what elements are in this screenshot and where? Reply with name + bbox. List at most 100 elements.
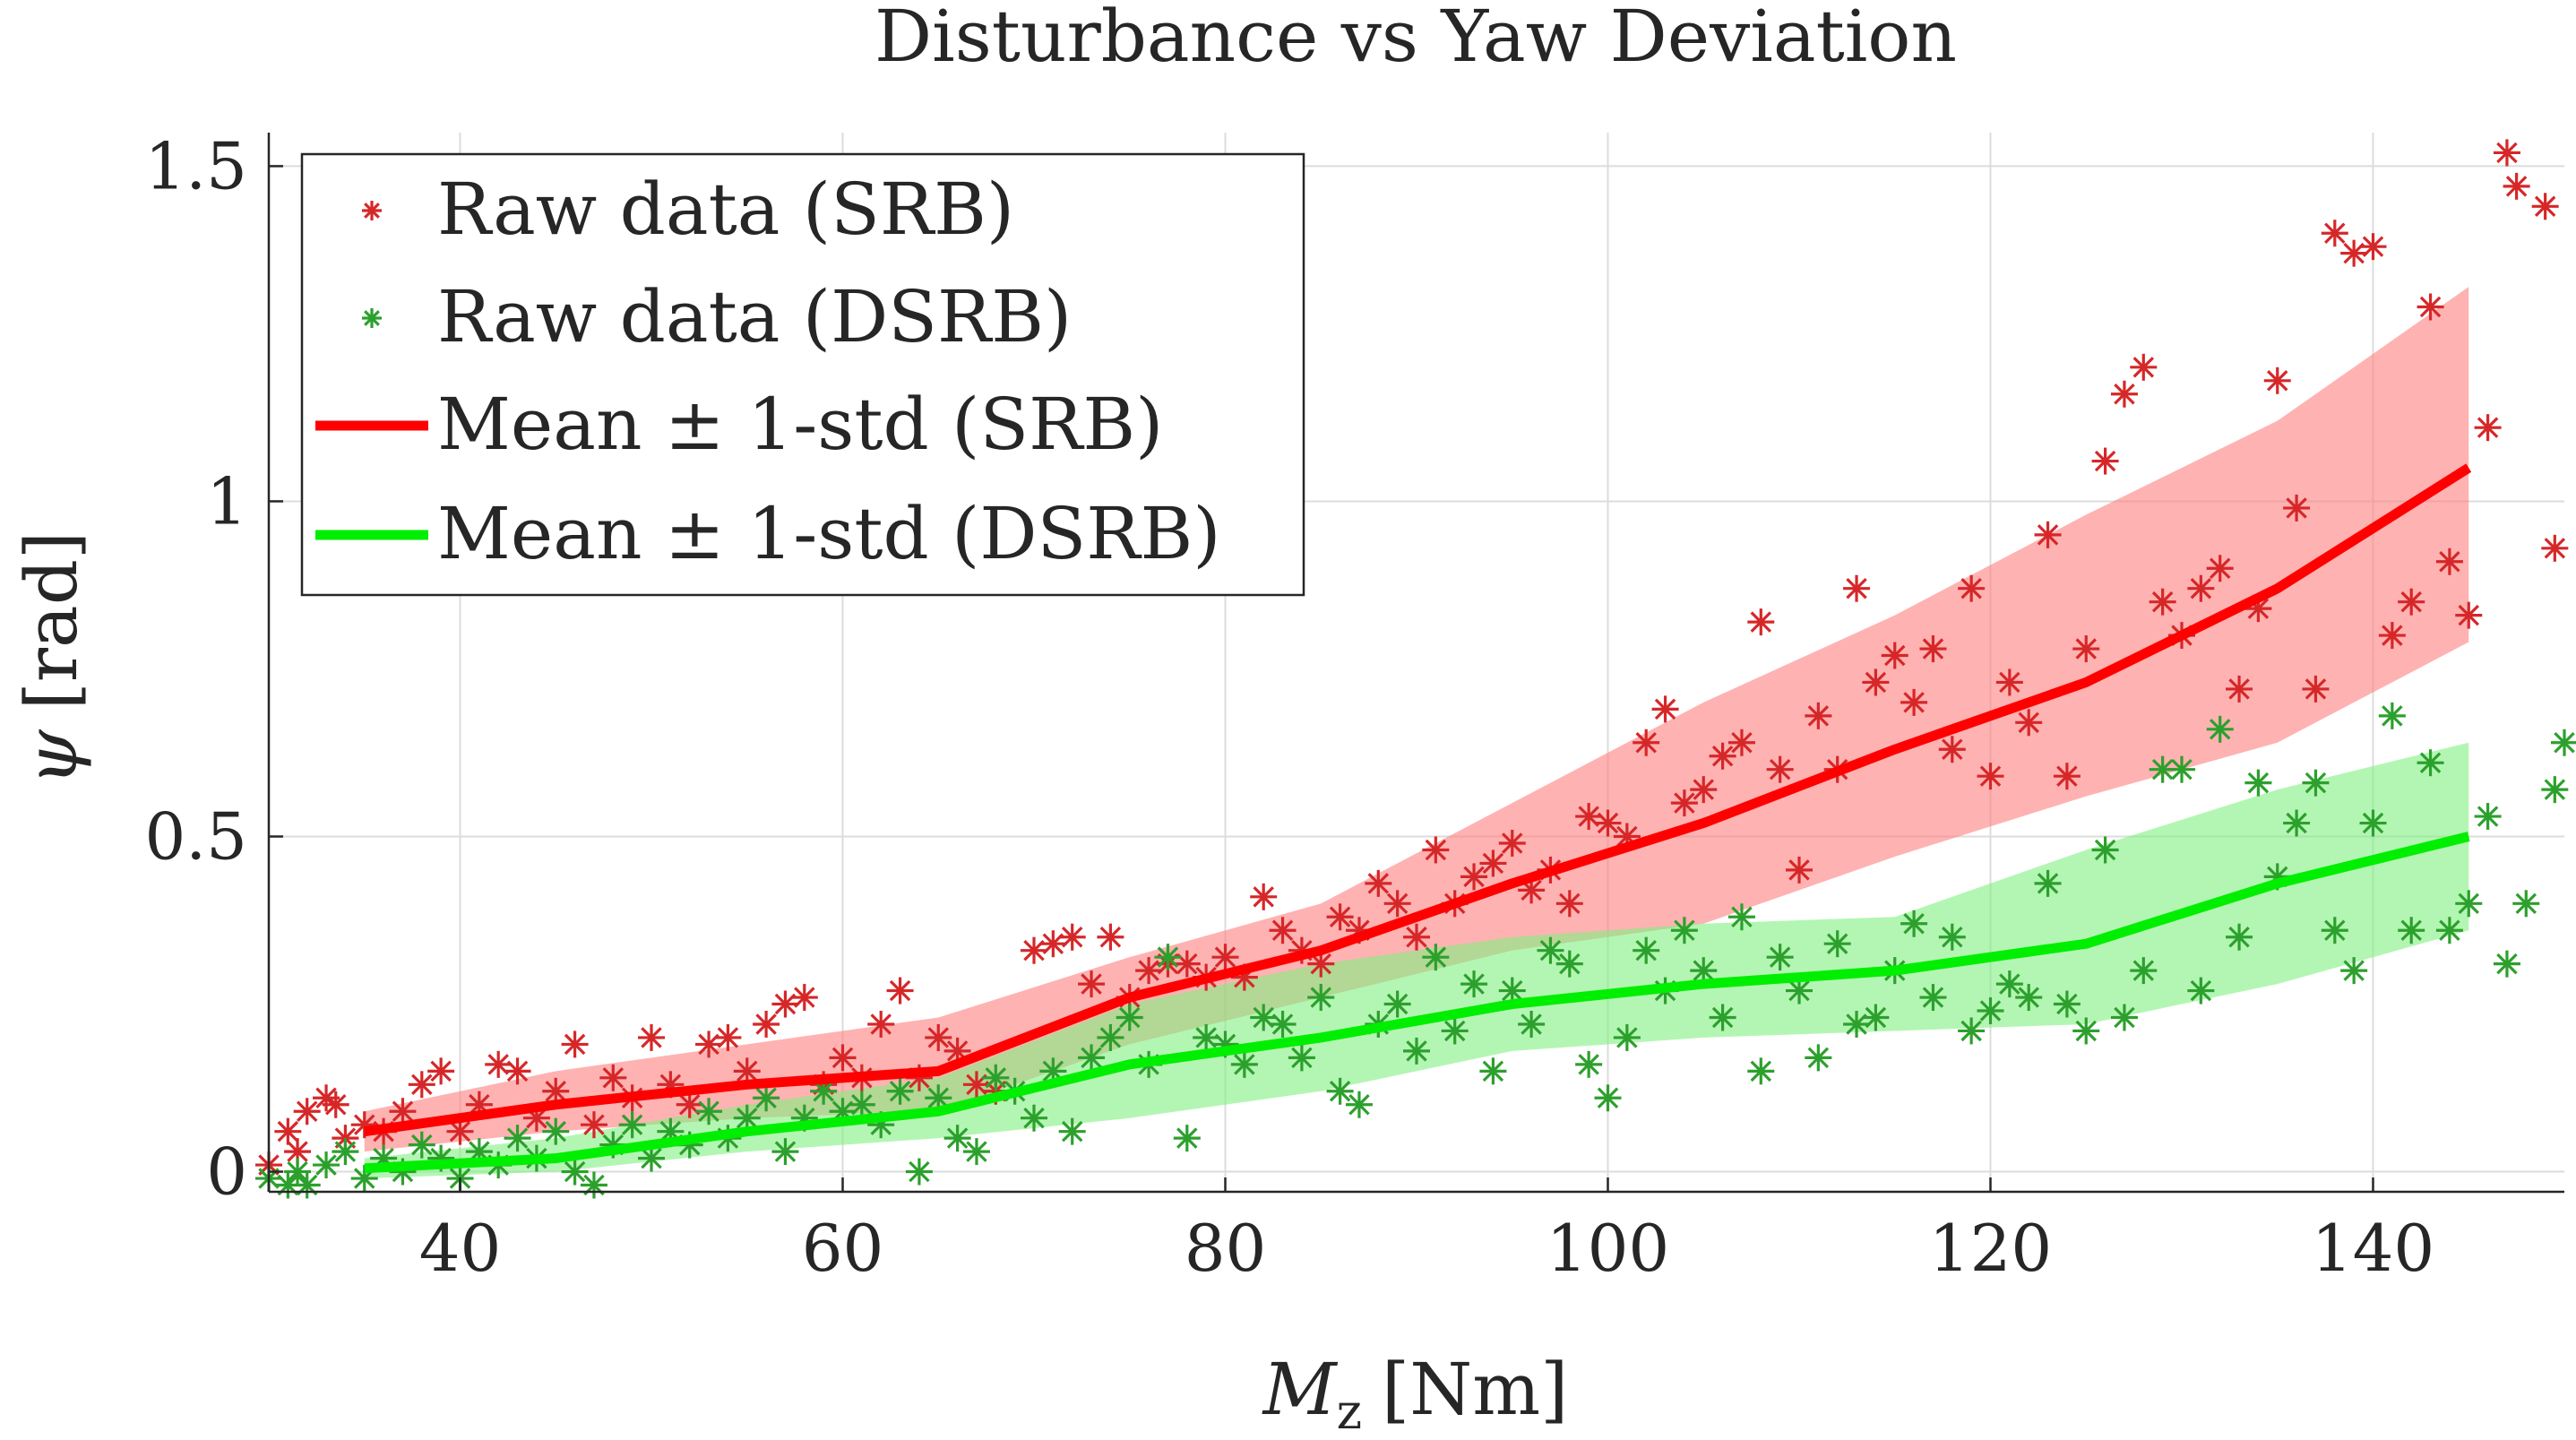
data-point-s1-45 xyxy=(1097,1023,1124,1051)
data-point-s1-92 xyxy=(1995,970,2023,998)
data-point-s1-112 xyxy=(2378,702,2406,729)
x-tick-label-3: 100 xyxy=(1546,1211,1669,1286)
data-point-s1-75 xyxy=(1670,917,1698,944)
data-point-s0-3 xyxy=(293,1098,321,1125)
data-point-s1-69 xyxy=(1555,950,1583,978)
data-point-s0-9 xyxy=(389,1098,417,1125)
data-point-s0-57 xyxy=(1326,903,1354,931)
data-point-s1-72 xyxy=(1613,1023,1641,1051)
mean-line-0 xyxy=(363,463,2472,1137)
data-point-s0-88 xyxy=(1919,635,1947,663)
data-point-s0-54 xyxy=(1269,917,1297,944)
x-axis-label-main: M xyxy=(1262,1348,1339,1431)
data-point-s1-104 xyxy=(2226,923,2253,951)
data-point-s0-75 xyxy=(1670,789,1698,817)
data-point-s1-49 xyxy=(1173,1125,1201,1152)
data-point-s0-116 xyxy=(2455,601,2483,629)
data-point-s0-22 xyxy=(638,1023,665,1051)
data-point-s0-11 xyxy=(427,1057,455,1085)
x-axis-label: Mz [Nm] xyxy=(1262,1348,1569,1436)
data-point-s0-20 xyxy=(599,1064,627,1091)
data-point-s1-107 xyxy=(2283,809,2311,837)
data-point-s1-101 xyxy=(2168,755,2195,783)
data-point-s1-87 xyxy=(1900,910,1928,937)
data-point-s0-1 xyxy=(274,1117,302,1145)
x-tick-label-1: 60 xyxy=(802,1211,884,1286)
std-band-1 xyxy=(364,742,2469,1179)
y-axis-label: ψ [rad] xyxy=(10,531,93,786)
data-point-s0-71 xyxy=(1594,809,1622,837)
data-point-s0-86 xyxy=(1881,642,1908,669)
data-point-s1-99 xyxy=(2130,957,2158,985)
data-point-s0-78 xyxy=(1727,729,1755,756)
data-point-s1-90 xyxy=(1958,1017,1986,1045)
data-point-s1-120 xyxy=(2541,776,2569,804)
data-point-s1-37 xyxy=(943,1125,971,1152)
data-point-s0-25 xyxy=(695,1030,723,1058)
data-point-s1-119 xyxy=(2512,890,2540,918)
data-point-s1-95 xyxy=(2053,990,2081,1018)
axes xyxy=(267,133,2564,1194)
data-point-s0-111 xyxy=(2359,233,2387,261)
data-point-s1-44 xyxy=(1078,1044,1106,1072)
data-point-s0-69 xyxy=(1555,890,1583,918)
data-point-s1-3 xyxy=(293,1171,321,1199)
data-point-s0-84 xyxy=(1843,574,1871,602)
x-tick-label-2: 80 xyxy=(1185,1211,1267,1286)
data-point-s0-32 xyxy=(829,1044,857,1072)
data-point-s1-78 xyxy=(1727,903,1755,931)
data-point-s1-83 xyxy=(1823,930,1851,958)
mean-lines xyxy=(363,463,2472,1174)
data-point-s1-4 xyxy=(313,1151,340,1179)
data-point-s1-28 xyxy=(771,1138,799,1166)
data-point-s1-97 xyxy=(2091,836,2119,864)
data-point-s1-102 xyxy=(2187,977,2215,1005)
data-point-s1-68 xyxy=(1537,936,1564,964)
data-point-s1-52 xyxy=(1230,1050,1258,1078)
data-point-s1-55 xyxy=(1288,1044,1315,1072)
data-point-s1-81 xyxy=(1786,977,1813,1005)
data-point-s1-116 xyxy=(2455,890,2483,918)
data-point-s1-35 xyxy=(905,1158,933,1186)
data-point-s1-80 xyxy=(1766,944,1794,971)
data-point-s0-62 xyxy=(1422,836,1450,864)
data-point-s0-104 xyxy=(2226,675,2253,703)
data-point-s0-103 xyxy=(2206,555,2234,582)
data-point-s1-117 xyxy=(2474,803,2502,831)
data-point-s1-115 xyxy=(2435,917,2463,944)
data-point-s1-9 xyxy=(408,1131,435,1159)
data-point-s1-62 xyxy=(1422,944,1450,971)
data-point-s1-14 xyxy=(504,1125,531,1152)
data-point-s0-14 xyxy=(485,1050,513,1078)
data-point-s0-56 xyxy=(1307,950,1335,978)
data-point-s1-121 xyxy=(2551,729,2576,756)
y-tick-label-3: 1.5 xyxy=(144,128,247,203)
data-point-s0-112 xyxy=(2378,622,2406,650)
data-point-s1-18 xyxy=(580,1171,607,1199)
data-point-s0-79 xyxy=(1747,608,1775,636)
std-bands xyxy=(364,287,2469,1179)
y-tick-label-2: 1 xyxy=(206,463,247,539)
data-point-s1-70 xyxy=(1575,1050,1603,1078)
y-tick-label-1: 0.5 xyxy=(144,799,247,875)
data-point-s1-43 xyxy=(1058,1117,1086,1145)
tick-labels: 40 60 80 100 120 140 0 0.5 1 1.5 xyxy=(144,128,2434,1286)
legend: Raw data (SRB) Raw data (DSRB) Mean ± 1-st… xyxy=(300,152,1305,597)
data-point-s1-82 xyxy=(1805,1044,1832,1072)
data-point-s0-109 xyxy=(2321,220,2348,247)
data-point-s1-109 xyxy=(2321,917,2348,944)
data-point-s0-51 xyxy=(1211,944,1239,971)
data-point-s0-74 xyxy=(1651,695,1679,723)
data-point-s0-113 xyxy=(2398,588,2425,616)
data-point-s0-92 xyxy=(1995,668,2023,696)
data-point-s0-119 xyxy=(2503,172,2530,200)
data-point-s1-93 xyxy=(2015,984,2043,1012)
data-point-s0-2 xyxy=(284,1138,312,1166)
data-point-s0-53 xyxy=(1250,883,1278,910)
legend-label-0: Raw data (SRB) xyxy=(437,168,1014,251)
data-point-s1-53 xyxy=(1250,1004,1278,1031)
data-point-s1-27 xyxy=(753,1084,780,1112)
data-point-s1-20 xyxy=(618,1111,646,1139)
data-point-s1-41 xyxy=(1021,1104,1047,1132)
data-point-s0-117 xyxy=(2474,414,2502,442)
